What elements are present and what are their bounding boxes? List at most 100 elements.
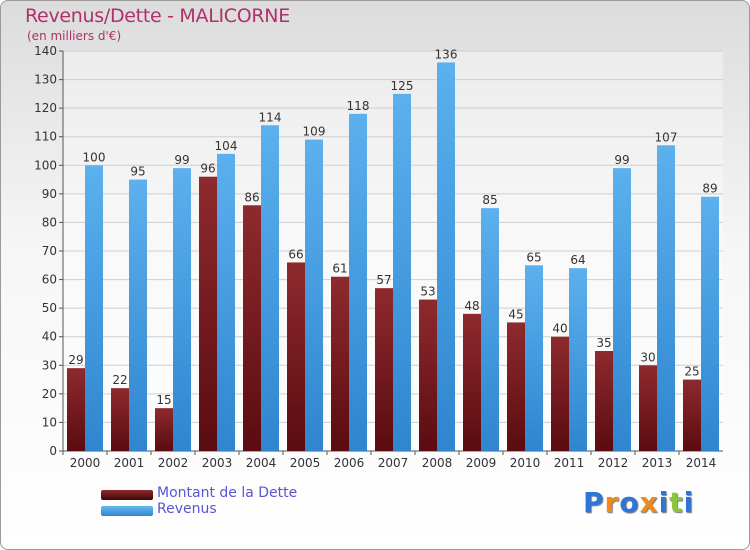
bar-dette	[375, 288, 393, 451]
x-tick-label: 2014	[686, 456, 717, 470]
y-tick-label: 30	[42, 358, 57, 372]
bar-dette	[243, 205, 261, 451]
bar-revenus	[173, 168, 191, 451]
logo-letter: i	[683, 486, 695, 519]
y-tick-label: 10	[42, 415, 57, 429]
y-tick-label: 90	[42, 187, 57, 201]
bar-dette	[199, 176, 217, 451]
bar-revenus	[217, 153, 235, 451]
bar-revenus	[569, 268, 587, 451]
data-label-revenus: 114	[259, 110, 282, 124]
y-tick-label: 70	[42, 244, 57, 258]
legend-label-dette: Montant de la Dette	[157, 485, 298, 501]
y-tick-label: 0	[49, 444, 57, 458]
bar-revenus	[85, 165, 103, 452]
y-tick-label: 60	[42, 273, 57, 287]
data-label-revenus: 109	[303, 125, 326, 139]
y-tick-label: 80	[42, 215, 57, 229]
data-label-dette: 96	[200, 162, 215, 176]
bar-dette	[507, 322, 525, 451]
y-tick-label: 50	[42, 301, 57, 315]
x-tick-label: 2004	[246, 456, 277, 470]
logo-letter: t	[669, 486, 684, 519]
x-tick-label: 2001	[114, 456, 145, 470]
data-label-revenus: 89	[702, 182, 717, 196]
legend-swatch-dette	[101, 490, 153, 500]
bar-dette	[551, 336, 569, 451]
data-label-revenus: 85	[482, 193, 497, 207]
bar-revenus	[437, 62, 455, 452]
logo-letter: x	[639, 486, 659, 519]
bar-revenus	[349, 113, 367, 451]
bar-revenus	[129, 179, 147, 452]
data-label-dette: 57	[376, 273, 391, 287]
x-tick-label: 2007	[378, 456, 409, 470]
x-tick-label: 2002	[158, 456, 189, 470]
data-label-revenus: 100	[83, 150, 106, 164]
bar-dette	[463, 313, 481, 451]
y-tick-label: 40	[42, 330, 57, 344]
bar-dette	[683, 379, 701, 451]
y-tick-label: 110	[34, 130, 57, 144]
data-label-revenus: 99	[174, 153, 189, 167]
data-label-dette: 40	[552, 322, 567, 336]
x-tick-label: 2009	[466, 456, 497, 470]
bar-revenus	[393, 93, 411, 451]
x-tick-label: 2000	[70, 456, 101, 470]
data-label-revenus: 64	[570, 253, 585, 267]
y-tick-label: 100	[34, 158, 57, 172]
bar-revenus	[481, 208, 499, 451]
logo-letter: P	[583, 486, 605, 519]
data-label-revenus: 99	[614, 153, 629, 167]
data-label-dette: 86	[244, 190, 259, 204]
data-label-dette: 35	[596, 336, 611, 350]
y-tick-label: 130	[34, 73, 57, 87]
bar-revenus	[701, 196, 719, 451]
data-label-dette: 25	[684, 365, 699, 379]
data-label-revenus: 104	[215, 139, 238, 153]
x-tick-label: 2003	[202, 456, 233, 470]
data-label-dette: 53	[420, 285, 435, 299]
data-label-revenus: 65	[526, 250, 541, 264]
logo-letter: o	[619, 486, 640, 519]
chart-subtitle: (en milliers d'€)	[27, 29, 122, 43]
bar-dette	[155, 408, 173, 451]
bar-dette	[419, 299, 437, 451]
logo-letter: r	[604, 486, 620, 519]
x-tick-label: 2005	[290, 456, 321, 470]
bar-revenus	[305, 139, 323, 452]
x-tick-label: 2008	[422, 456, 453, 470]
bar-revenus	[613, 168, 631, 451]
data-label-revenus: 107	[655, 130, 678, 144]
bar-revenus	[525, 265, 543, 451]
data-label-dette: 66	[288, 247, 303, 261]
data-label-dette: 29	[68, 353, 83, 367]
legend-swatch-revenus	[101, 506, 153, 516]
y-tick-label: 120	[34, 101, 57, 115]
bars	[67, 62, 719, 452]
x-tick-label: 2013	[642, 456, 673, 470]
bar-dette	[639, 365, 657, 451]
chart-title: Revenus/Dette - MALICORNE	[25, 5, 290, 27]
bar-dette	[287, 262, 305, 451]
x-tick-label: 2006	[334, 456, 365, 470]
proxiti-logo: Proxiti	[583, 486, 694, 519]
data-label-revenus: 125	[391, 79, 414, 93]
x-tick-label: 2012	[598, 456, 629, 470]
bar-revenus	[657, 145, 675, 452]
legend-label-revenus: Revenus	[157, 501, 217, 517]
data-label-dette: 48	[464, 299, 479, 313]
data-label-revenus: 95	[130, 165, 145, 179]
data-label-revenus: 136	[435, 47, 458, 61]
y-tick-label: 20	[42, 387, 57, 401]
x-tick-label: 2011	[554, 456, 585, 470]
bar-dette	[67, 368, 85, 451]
bar-dette	[111, 388, 129, 451]
bar-dette	[331, 276, 349, 451]
bar-dette	[595, 351, 613, 451]
data-label-dette: 15	[156, 393, 171, 407]
logo-letter: i	[658, 486, 670, 519]
